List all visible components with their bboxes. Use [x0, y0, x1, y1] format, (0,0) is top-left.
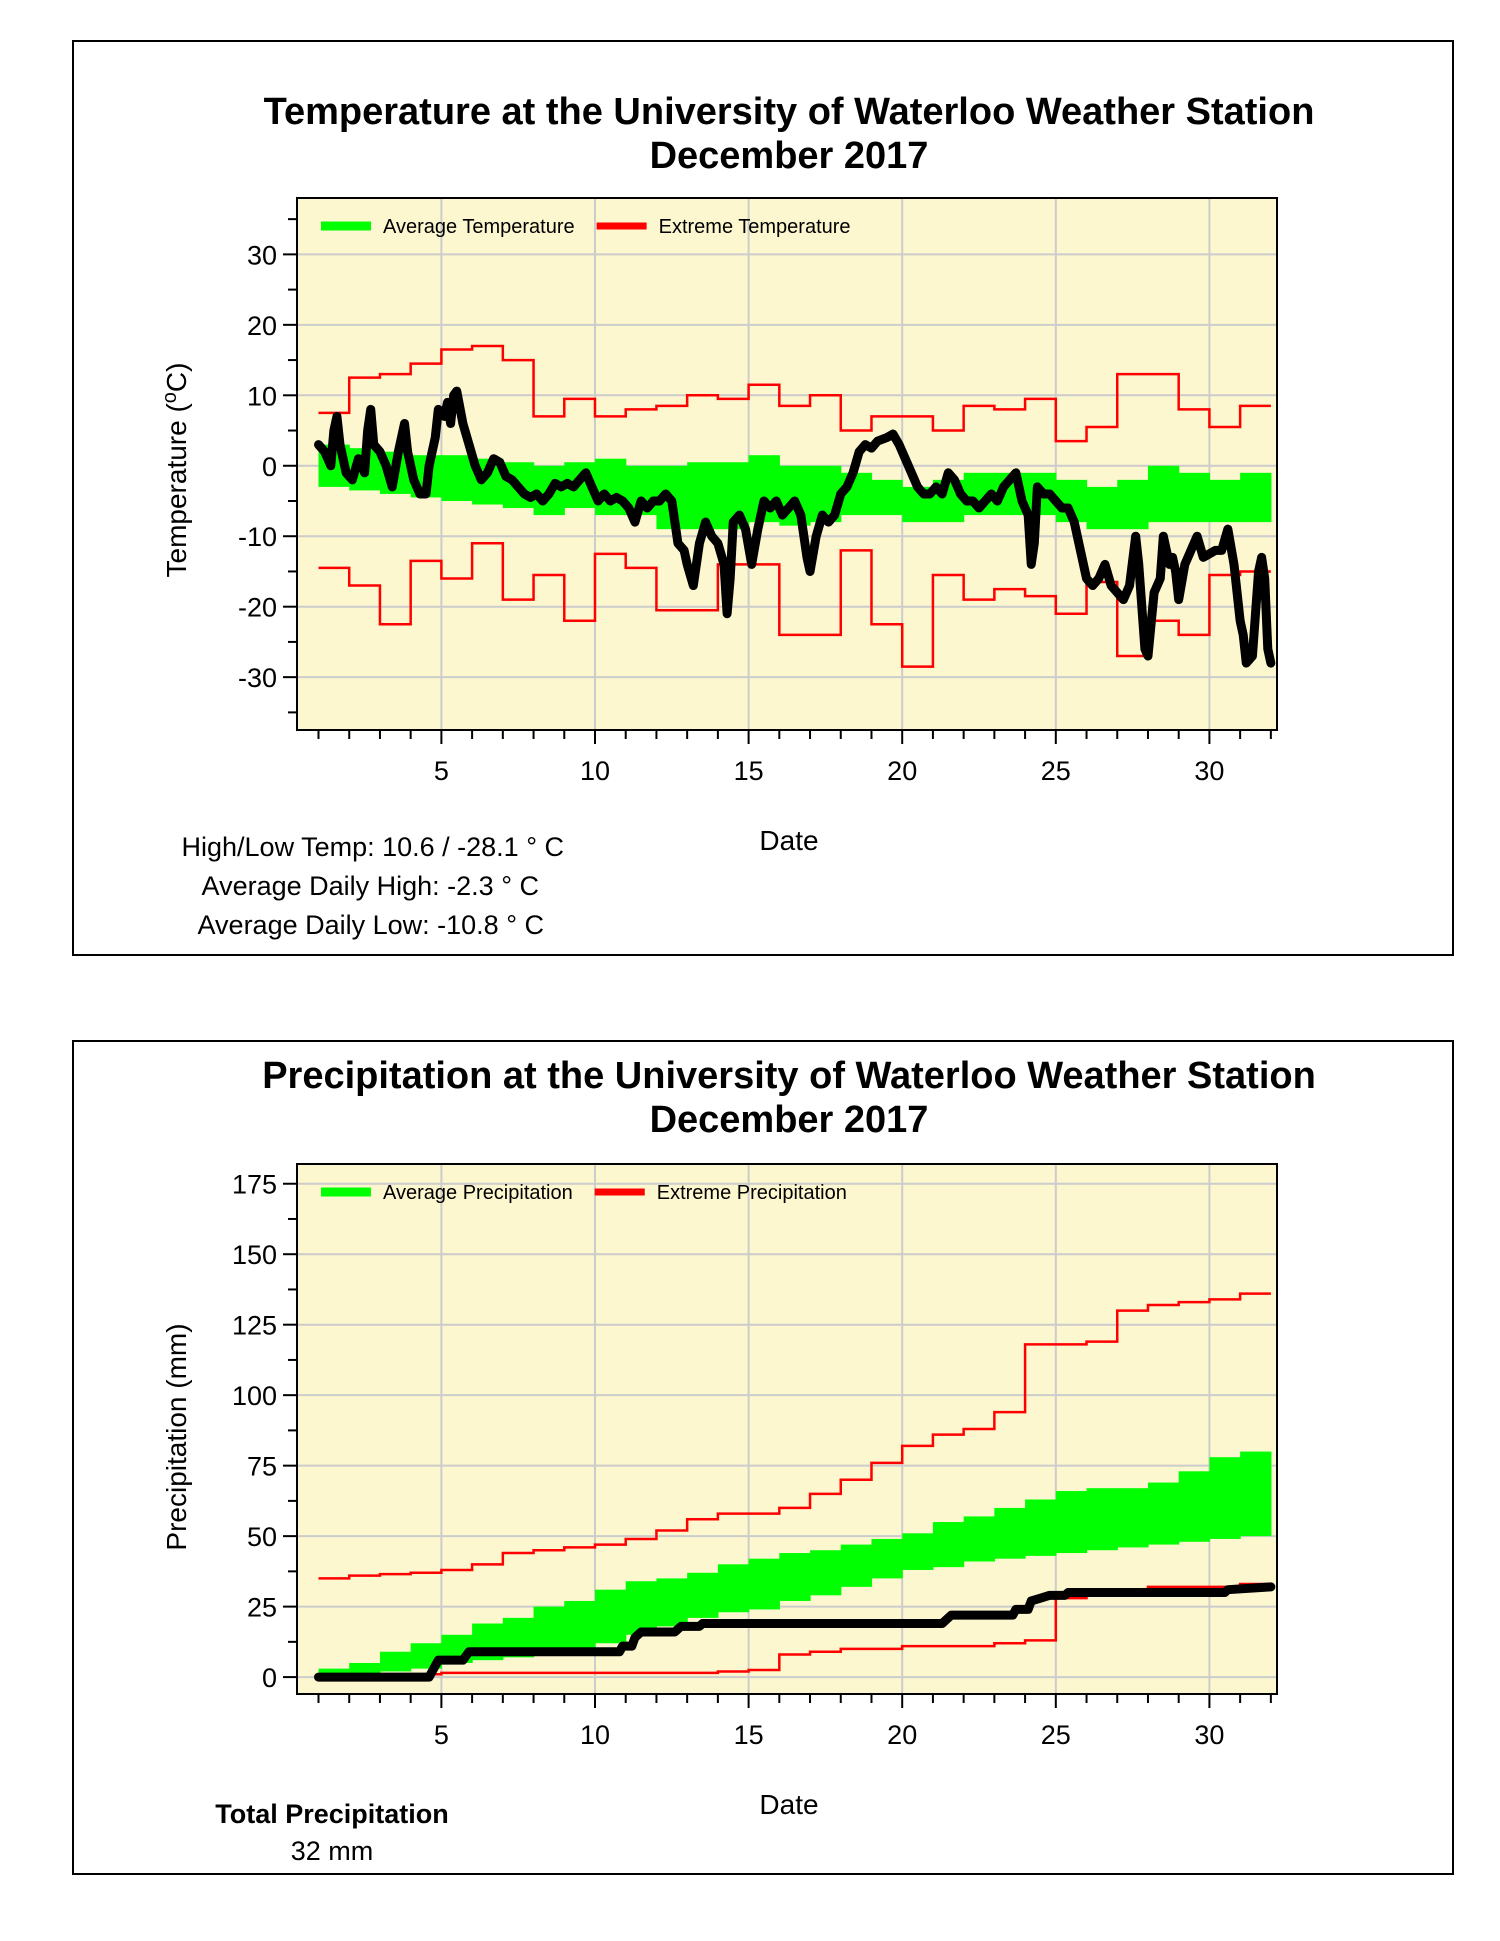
temperature-observed-line: [314, 386, 1276, 668]
temperature-x-axis-label: Date: [759, 825, 818, 856]
precipitation-average-band-day-14: [717, 1564, 750, 1613]
precipitation-x-tick-label: 20: [887, 1720, 917, 1750]
precipitation-average-band-day-16: [779, 1553, 811, 1601]
precipitation-average-band-day-3: [379, 1651, 412, 1672]
precipitation-legend-extreme-label: Extreme Precipitation: [657, 1182, 847, 1204]
temperature-y-tick-label: 10: [247, 381, 277, 411]
precipitation-average-band-day-11: [625, 1581, 658, 1635]
temperature-average-band-day-5: [441, 455, 473, 501]
precipitation-average-band-day-30: [1209, 1457, 1241, 1539]
temperature-stat-average-high: Average Daily High: -2.3 ° C: [202, 871, 539, 901]
precipitation-y-tick-label: 75: [247, 1452, 277, 1482]
precipitation-y-tick-label: 25: [247, 1593, 277, 1623]
temperature-average-band-day-13: [687, 462, 719, 530]
precipitation-average-band-day-26: [1086, 1488, 1118, 1551]
temperature-plot-frame: [296, 197, 1278, 731]
precipitation-chart-title: Precipitation at the University of Water…: [262, 1055, 1316, 1097]
precipitation-observed-line: [314, 1582, 1276, 1682]
precipitation-average-band-day-12: [656, 1578, 688, 1627]
precipitation-average-band-day-22: [963, 1516, 995, 1562]
temperature-y-tick-label: 0: [262, 452, 277, 482]
temperature-chart-subtitle: December 2017: [650, 135, 929, 177]
temperature-x-tick-label: 25: [1041, 756, 1071, 786]
precipitation-average-band-day-25: [1055, 1491, 1088, 1554]
temperature-average-band-day-31: [1240, 472, 1272, 523]
temperature-y-tick-label: 30: [247, 240, 277, 270]
temperature-legend-average-label: Average Temperature: [383, 216, 575, 238]
temperature-average-band-day-26: [1086, 486, 1118, 530]
precipitation-average-band-day-31: [1240, 1451, 1272, 1537]
precipitation-average-band-day-19: [871, 1538, 903, 1579]
total-precipitation-value: 32 mm: [291, 1836, 374, 1866]
temperature-plot-area: 5 10 15 20 25 30 30 20 10 0 -10 -20 -30 Average Tempe…: [238, 197, 1278, 786]
temperature-x-tick-label: 5: [434, 756, 449, 786]
temperature-x-tick-label: 10: [580, 756, 610, 786]
precipitation-average-band-day-18: [840, 1544, 873, 1587]
temperature-average-band-day-27: [1117, 479, 1149, 530]
precipitation-y-tick-label: 175: [232, 1170, 277, 1200]
precipitation-average-band-day-10: [594, 1589, 627, 1644]
temperature-chart: Temperature at the University of Waterlo…: [159, 91, 1315, 940]
precipitation-x-tick-label: 25: [1041, 1720, 1071, 1750]
temperature-average-band-day-28: [1147, 465, 1180, 523]
precipitation-y-tick-label: 150: [232, 1240, 277, 1270]
temperature-stat-average-low: Average Daily Low: -10.8 ° C: [198, 910, 544, 940]
temperature-x-tick-label: 30: [1194, 756, 1224, 786]
precipitation-y-tick-label: 50: [247, 1522, 277, 1552]
precipitation-y-axis-label: Precipitation (mm): [161, 1323, 192, 1550]
temperature-extreme-low-line: [318, 542, 1271, 668]
precipitation-average-band-day-29: [1178, 1471, 1211, 1542]
precipitation-x-tick-label: 30: [1194, 1720, 1224, 1750]
temperature-y-tick-label: -30: [238, 663, 277, 693]
temperature-y-tick-label: -10: [238, 522, 277, 552]
precipitation-x-tick-label: 15: [734, 1720, 764, 1750]
temperature-x-tick-label: 20: [887, 756, 917, 786]
precipitation-average-band-day-15: [748, 1558, 780, 1610]
temperature-average-band-day-29: [1178, 472, 1211, 523]
precipitation-average-band-day-24: [1025, 1499, 1057, 1556]
temperature-y-tick-label: -20: [238, 593, 277, 623]
temperature-x-tick-label: 15: [734, 756, 764, 786]
temperature-average-band-day-30: [1209, 479, 1241, 523]
temperature-extreme-high-line: [318, 344, 1271, 443]
precipitation-average-band-day-20: [902, 1533, 934, 1570]
precipitation-extreme-high-line: [318, 1292, 1271, 1580]
precipitation-y-tick-label: 125: [232, 1311, 277, 1341]
precipitation-average-band-day-17: [810, 1550, 842, 1596]
temperature-average-band-day-19: [871, 479, 903, 516]
temperature-legend-extreme-label: Extreme Temperature: [659, 216, 851, 238]
total-precipitation-label: Total Precipitation: [215, 1799, 449, 1829]
temperature-chart-panel: Temperature at the University of Waterlo…: [72, 40, 1454, 956]
precipitation-average-band-day-21: [932, 1522, 965, 1568]
precipitation-average-band-day-13: [687, 1572, 719, 1618]
precipitation-average-band-day-23: [994, 1507, 1026, 1559]
temperature-y-axis-label: Temperature (oC): [159, 363, 192, 578]
precipitation-average-band-day-27: [1117, 1488, 1149, 1548]
precipitation-y-tick-label: 100: [232, 1381, 277, 1411]
precipitation-legend-average-label: Average Precipitation: [383, 1182, 573, 1204]
precipitation-plot-background: [297, 1164, 1277, 1694]
precipitation-plot-area: 5 10 15 20 25 30 175 150 125 100 75 50 25 0 Average Pr…: [232, 1163, 1278, 1750]
temperature-stat-high-low: High/Low Temp: 10.6 / -28.1 ° C: [182, 832, 565, 862]
precipitation-average-band-day-28: [1147, 1482, 1180, 1545]
precipitation-chart-subtitle: December 2017: [650, 1099, 929, 1141]
temperature-y-tick-label: 20: [247, 311, 277, 341]
precipitation-average-band-day-9: [564, 1600, 596, 1649]
precipitation-chart: Precipitation at the University of Water…: [161, 1055, 1316, 1866]
precipitation-average-band-day-8: [533, 1606, 565, 1652]
precipitation-x-tick-label: 10: [580, 1720, 610, 1750]
precipitation-y-tick-label: 0: [262, 1663, 277, 1693]
precipitation-chart-panel: Precipitation at the University of Water…: [72, 1040, 1454, 1875]
precipitation-x-axis-label: Date: [759, 1789, 818, 1820]
precipitation-x-tick-label: 5: [434, 1720, 449, 1750]
precipitation-average-band-day-2: [349, 1662, 381, 1675]
temperature-chart-title: Temperature at the University of Waterlo…: [264, 91, 1315, 133]
precipitation-plot-frame: [296, 1163, 1278, 1695]
